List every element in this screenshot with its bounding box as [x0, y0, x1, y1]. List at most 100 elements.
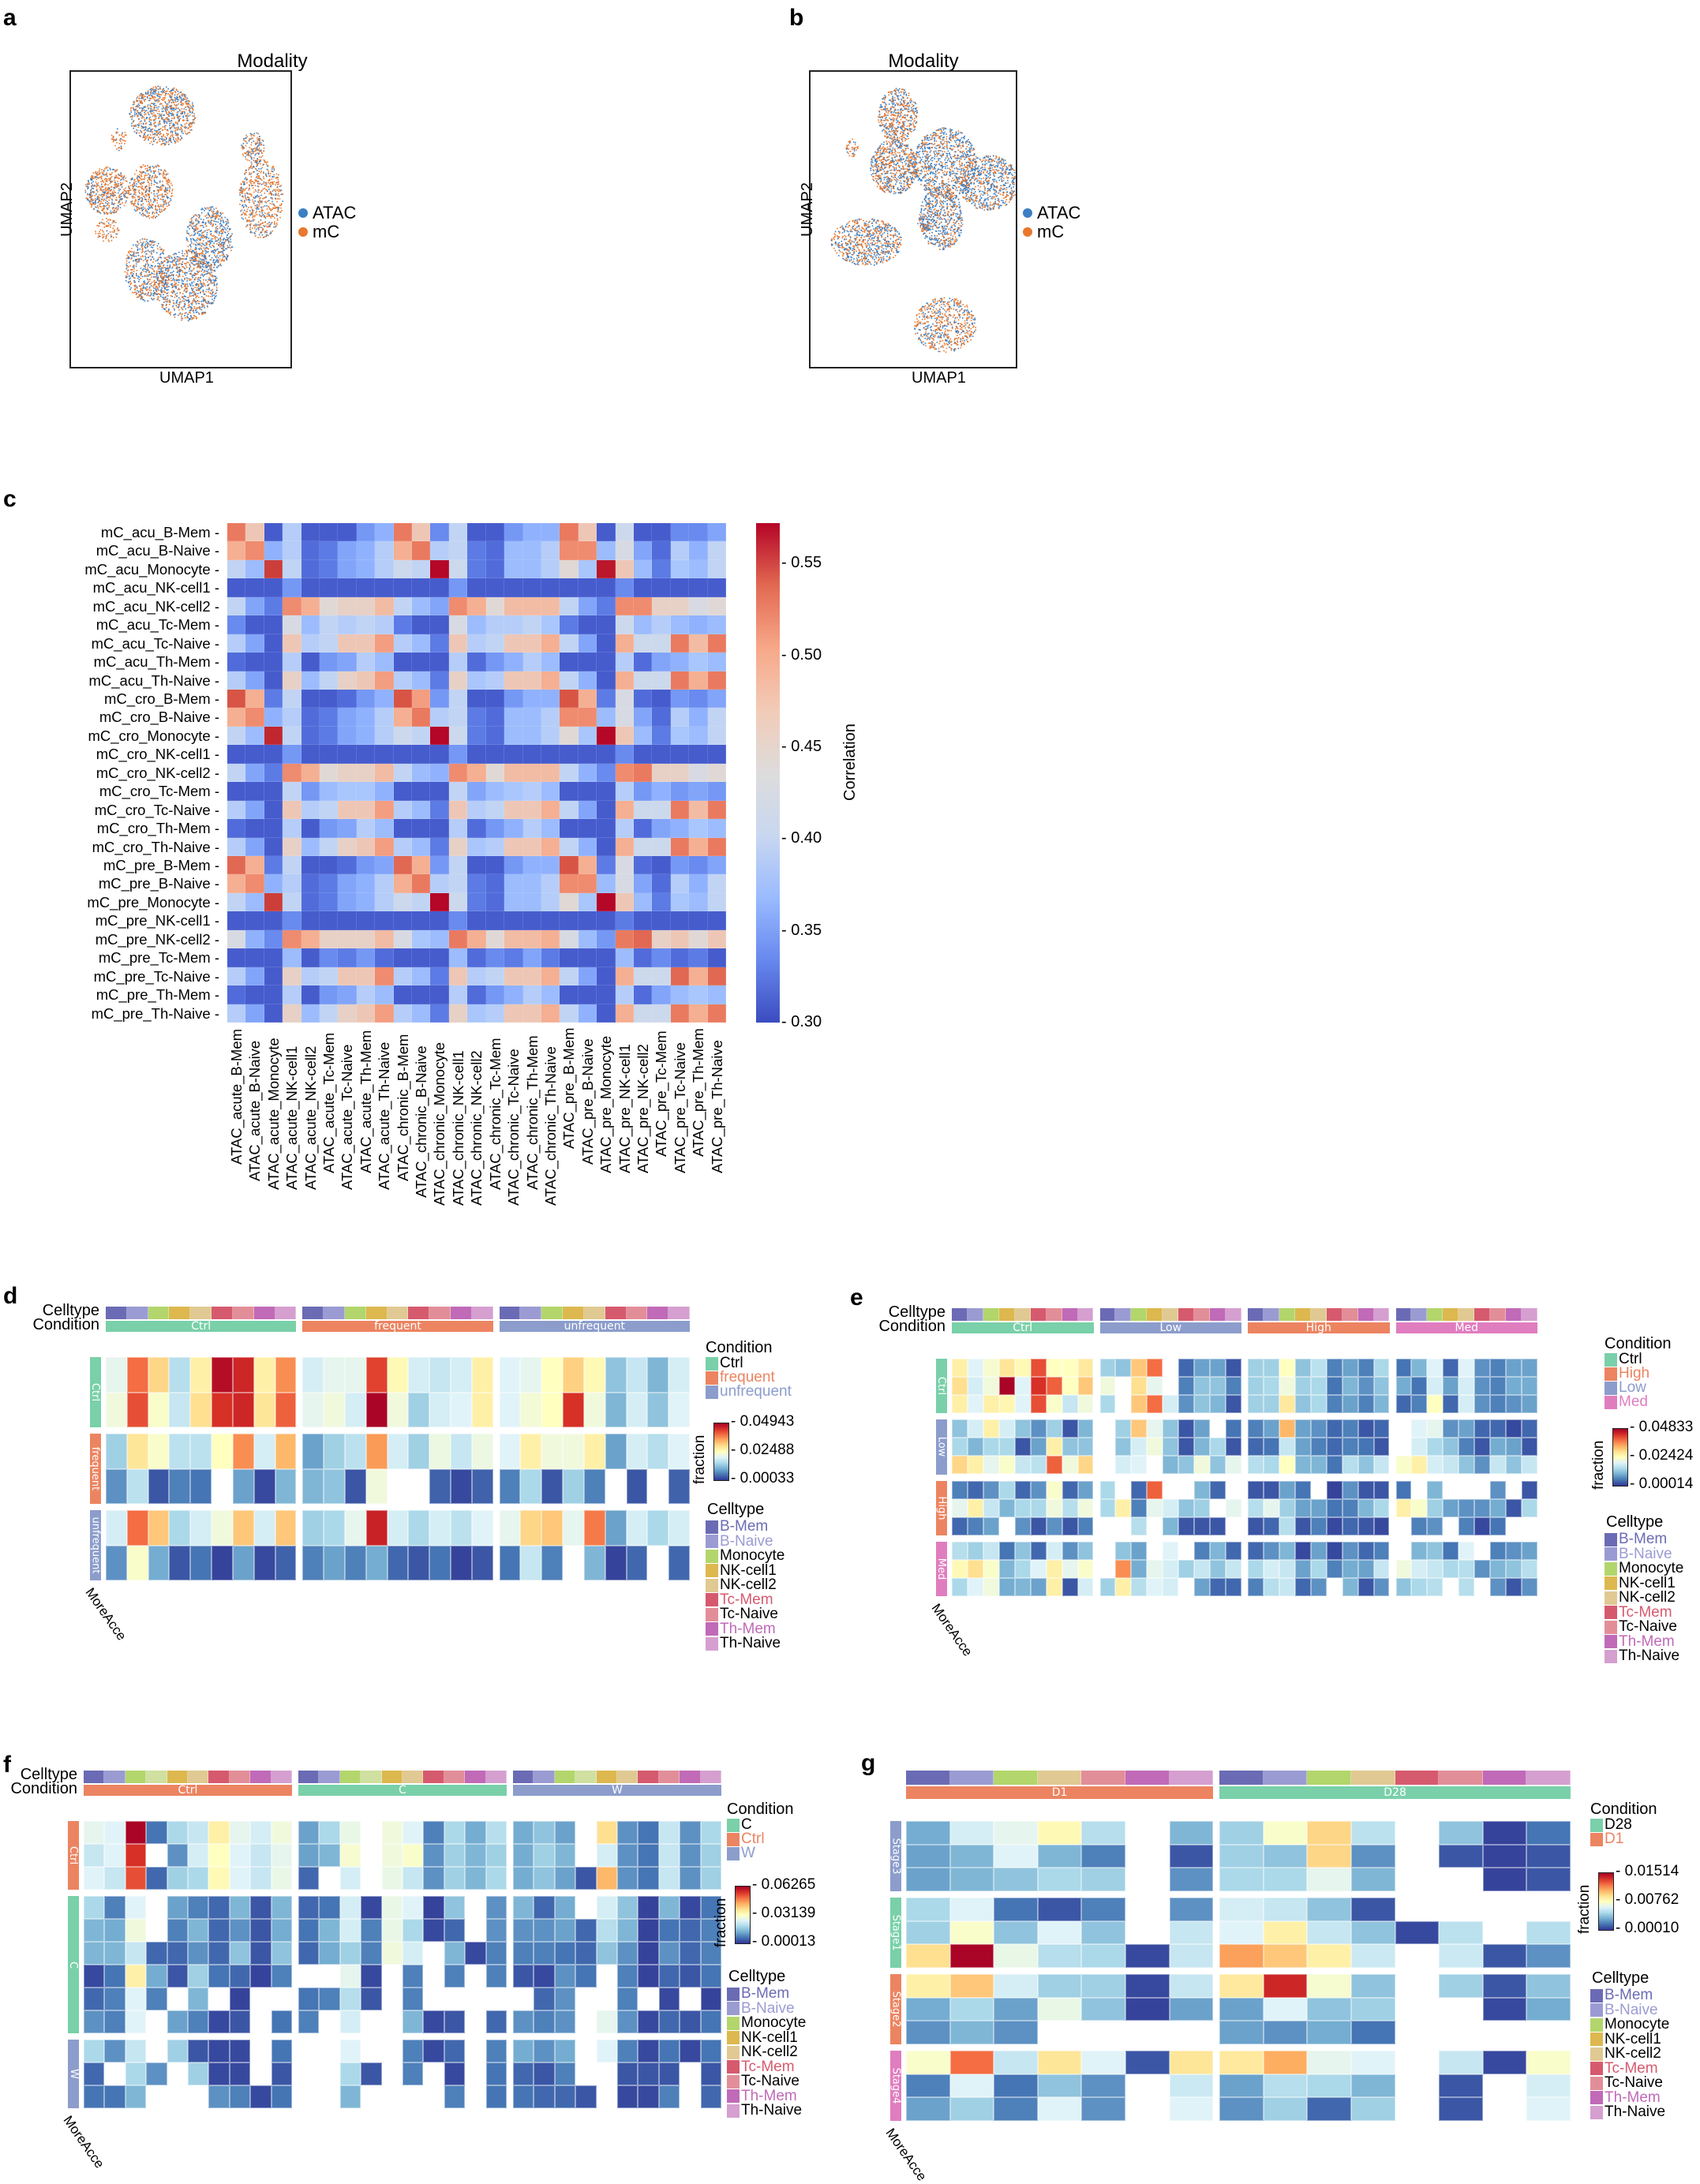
heatmap-col-label: ATAC_pre_Tc-Naive [672, 1042, 689, 1173]
heatmap-cell [1358, 1517, 1374, 1535]
heatmap-cell [449, 708, 467, 726]
heatmap-cell [338, 874, 356, 892]
heatmap-row-label: mC_cro_NK-cell1 - [0, 746, 219, 763]
celltype-swatch [1194, 1308, 1210, 1321]
heatmap-cell [616, 874, 634, 892]
heatmap-cell [430, 782, 448, 800]
heatmap-cell [486, 2085, 507, 2108]
heatmap-cell [1100, 1359, 1116, 1377]
heatmap-cell [338, 948, 356, 967]
heatmap-cell [283, 985, 301, 1004]
heatmap-cell [264, 874, 283, 892]
heatmap-cell [1264, 2074, 1308, 2098]
heatmap-cell [444, 1867, 465, 1890]
celltype-swatch [555, 1771, 575, 1783]
heatmap-cell [659, 2040, 680, 2062]
heatmap-cell [1115, 1578, 1131, 1596]
heatmap-cell [983, 1481, 999, 1499]
heatmap-cell [1490, 1359, 1506, 1377]
condition-legend-label: D1 [1605, 1832, 1623, 1846]
heatmap-cell [375, 690, 393, 708]
heatmap-cell [652, 578, 670, 596]
celltype-swatch [1147, 1308, 1163, 1321]
heatmap-cell [634, 745, 652, 763]
heatmap-cell [1015, 1419, 1031, 1438]
heatmap-cell [412, 578, 430, 596]
heatmap-cell [449, 597, 467, 615]
heatmap-col-label: ATAC_acute_Monocyte [265, 1038, 283, 1190]
heatmap-cell [412, 653, 430, 671]
heatmap-cell [597, 819, 615, 837]
heatmap-cell [169, 1393, 190, 1428]
heatmap-cell [1047, 1481, 1062, 1499]
heatmap-cell [579, 819, 597, 837]
heatmap-cell [560, 671, 578, 690]
heatmap-cell [1219, 2021, 1264, 2044]
heatmap-cell [1226, 1359, 1241, 1377]
heatmap-cell [429, 1393, 451, 1428]
heatmap-cell [283, 911, 301, 929]
heatmap-cell [1506, 1578, 1522, 1596]
heatmap-cell [999, 1359, 1015, 1377]
condition-annotation-d1: D1 [906, 1786, 1213, 1799]
heatmap-cell [250, 2085, 271, 2108]
heatmap-cell [1311, 1560, 1327, 1578]
heatmap-cell [634, 1004, 652, 1023]
heatmap-cell [689, 874, 707, 892]
heatmap-cell [338, 967, 356, 985]
heatmap-cell [394, 708, 412, 726]
heatmap-cell [1396, 1499, 1412, 1517]
heatmap-cell [465, 1844, 485, 1867]
heatmap-row-label: mC_acu_Th-Naive - [0, 672, 219, 690]
heatmap-cell [1522, 1481, 1537, 1499]
heatmap-cell [227, 819, 245, 837]
heatmap-cell [430, 1004, 448, 1023]
heatmap-cell [250, 1844, 271, 1867]
heatmap-cell [994, 1998, 1038, 2021]
heatmap-cell [357, 967, 375, 985]
heatmap-cell [375, 801, 393, 819]
heatmap-cell [597, 948, 615, 967]
heatmap-cell [227, 948, 245, 967]
heatmap-cell [1115, 1542, 1131, 1560]
heatmap-cell [627, 1510, 648, 1546]
heatmap-cell [652, 930, 670, 948]
heatmap-cell [652, 708, 670, 726]
celltype-swatch [324, 1307, 345, 1319]
heatmap-cell [375, 856, 393, 874]
heatmap-cell [320, 801, 338, 819]
heatmap-cell [230, 2062, 250, 2085]
heatmap-cell [671, 838, 689, 856]
row-annotation-label: MoreAcce [928, 1601, 975, 1659]
heatmap-row-label: mC_acu_NK-cell1 - [0, 579, 219, 596]
heatmap-cell [1015, 1438, 1031, 1456]
heatmap-cell [659, 1844, 680, 1867]
heatmap-cell [245, 653, 264, 671]
heatmap-cell [1170, 1921, 1214, 1945]
heatmap-cell [146, 1942, 167, 1965]
heatmap-cell [338, 653, 356, 671]
heatmap-cell [708, 985, 726, 1004]
heatmap-cell [467, 838, 485, 856]
heatmap-cell [423, 1919, 444, 1942]
condition-legend-item: Med [1605, 1395, 1648, 1409]
celltype-legend-item: NK-cell1 [727, 2031, 798, 2045]
condition-legend-item: W [727, 1846, 755, 1861]
heatmap-cell [233, 1546, 254, 1581]
celltype-swatch [271, 1771, 292, 1783]
heatmap-row-label: mC_acu_Th-Mem - [0, 653, 219, 671]
heatmap-cell [467, 893, 485, 911]
heatmap-cell [430, 893, 448, 911]
heatmap-cell [423, 2010, 444, 2033]
heatmap-cell [638, 1965, 658, 1988]
heatmap-cell [1078, 1456, 1094, 1474]
heatmap-cell [1342, 1377, 1358, 1395]
heatmap-cell [375, 764, 393, 782]
heatmap-col-label: ATAC_acute_B-Mem [228, 1029, 245, 1165]
heatmap-cell [1210, 1438, 1226, 1456]
heatmap-cell [320, 560, 338, 578]
fraction-colorbar-tick: - 0.02488 [731, 1442, 794, 1459]
heatmap-cell [449, 819, 467, 837]
heatmap-cell [950, 1845, 994, 1868]
heatmap-cell [1163, 1456, 1178, 1474]
